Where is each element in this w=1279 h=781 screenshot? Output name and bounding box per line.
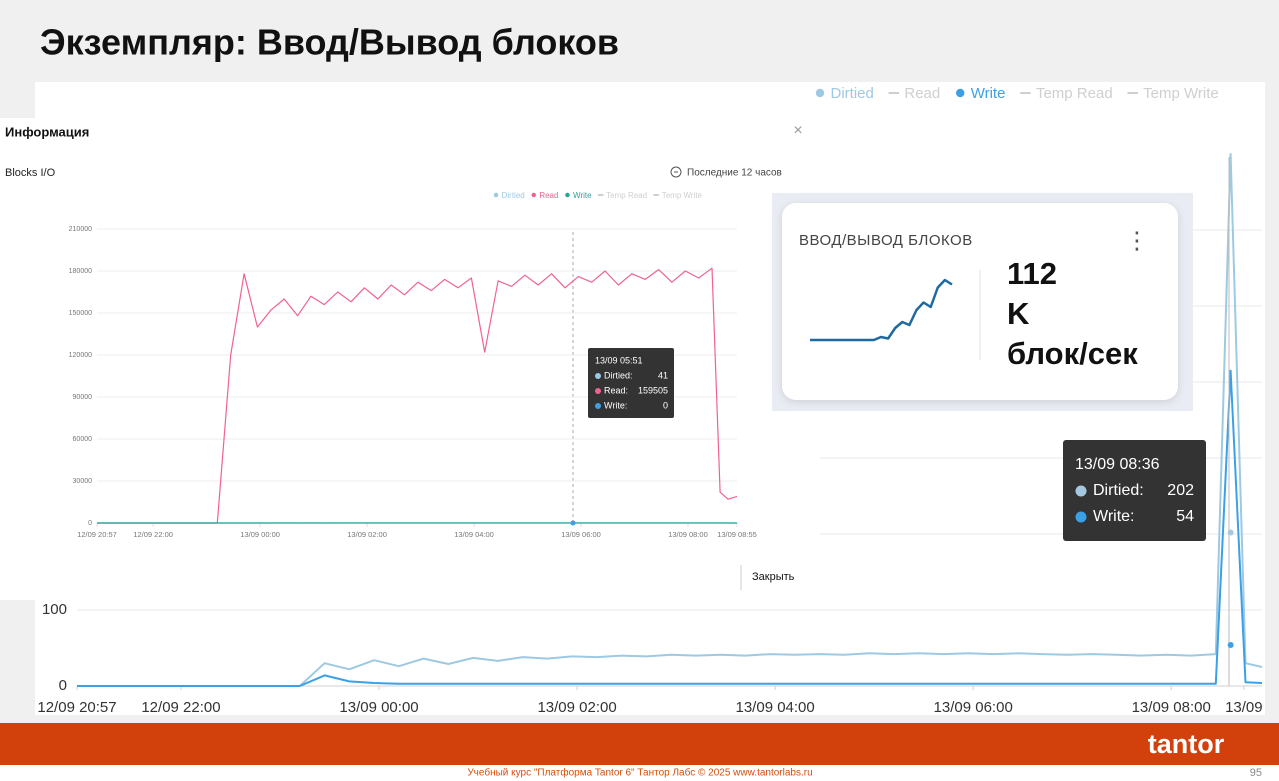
legend-label[interactable]: Temp Write: [1143, 85, 1219, 102]
tooltip-label: Read:: [604, 385, 628, 395]
dialog-title: Информация: [5, 124, 89, 139]
widget-title: ВВОД/ВЫВОД БЛОКОВ: [799, 232, 973, 249]
tooltip-value: 54: [1176, 508, 1194, 525]
tooltip-point: [1227, 641, 1234, 648]
tooltip-box: [1063, 440, 1206, 541]
y-tick-label: 0: [59, 677, 67, 694]
legend-label[interactable]: Temp Read: [1036, 85, 1113, 102]
x-tick-label: 13/09 02:00: [347, 530, 387, 539]
tooltip-value: 202: [1167, 482, 1194, 499]
x-tick-label: 12/09 20:57: [37, 699, 116, 716]
legend-label[interactable]: Write: [573, 191, 592, 200]
widget-unit: блок/сек: [1007, 336, 1138, 371]
x-tick-label: 13/09: [1225, 699, 1263, 716]
page-number: 95: [1250, 767, 1262, 779]
chart-title: Blocks I/O: [5, 167, 56, 179]
y-tick-label: 90000: [73, 394, 93, 401]
clock-icon: [670, 166, 682, 178]
tooltip-dot: [595, 403, 601, 409]
tooltip-label: Write:: [1093, 508, 1134, 525]
close-dialog-button[interactable]: Закрыть: [752, 571, 795, 583]
x-tick-label: 13/09 02:00: [537, 699, 616, 716]
footer-text: Учебный курс "Платформа Tantor 6" Тантор…: [467, 767, 812, 779]
legend-label[interactable]: Write: [971, 85, 1006, 102]
x-tick-label: 13/09 06:00: [561, 530, 601, 539]
x-tick-label: 12/09 20:57: [77, 530, 117, 539]
legend-label[interactable]: Temp Write: [662, 191, 703, 200]
slide-title: Экземпляр: Ввод/Вывод блоков: [40, 22, 619, 63]
x-tick-label: 13/09 08:00: [1132, 699, 1211, 716]
y-tick-label: 30000: [73, 478, 93, 485]
widget-value: 112: [1007, 256, 1057, 291]
y-tick-label: 100: [42, 601, 67, 618]
series-line: [77, 369, 1263, 687]
tooltip-label: Dirtied:: [604, 370, 633, 380]
x-tick-label: 12/09 22:00: [133, 530, 173, 539]
footer-strip: [0, 765, 1279, 781]
tooltip-dot: [595, 388, 601, 394]
legend-marker: [493, 192, 499, 198]
tooltip-time: 13/09 08:36: [1075, 456, 1160, 473]
widget: ВВОД/ВЫВОД БЛОКОВ ⋮ 112 K блок/сек: [772, 193, 1193, 411]
x-tick-label: 13/09 00:00: [339, 699, 418, 716]
legend-marker: [815, 88, 825, 98]
y-tick-label: 120000: [69, 352, 92, 359]
period-selector[interactable]: Последние 12 часов: [687, 168, 782, 179]
cursor-point: [570, 520, 576, 526]
x-tick-label: 13/09 04:00: [454, 530, 494, 539]
tooltip-dot: [1075, 511, 1087, 523]
tooltip-dot: [595, 373, 601, 379]
y-tick-label: 0: [88, 520, 92, 527]
tooltip: 13/09 08:36 Dirtied: 202 Write: 54: [1063, 440, 1206, 541]
legend-marker: [956, 88, 965, 98]
legend-label[interactable]: Dirtied: [831, 85, 874, 102]
y-tick-label: 210000: [69, 226, 92, 233]
close-button[interactable]: ×: [793, 122, 802, 139]
tooltip-value: 0: [663, 400, 668, 410]
legend-marker: [565, 192, 570, 198]
tooltip-label: Dirtied:: [1093, 482, 1144, 499]
y-tick-label: 150000: [69, 310, 92, 317]
y-tick-label: 60000: [73, 436, 93, 443]
x-tick-label: 13/09 08:55: [717, 530, 757, 539]
x-tick-label: 12/09 22:00: [141, 699, 220, 716]
dialog-chart: 0 30000 60000 90000 120000 150000 180000 210000…: [69, 191, 757, 539]
widget-menu[interactable]: ⋮: [1125, 227, 1149, 254]
sparkline: [810, 278, 953, 342]
legend-label[interactable]: Temp Read: [606, 191, 647, 200]
legend-marker: [531, 192, 536, 198]
tooltip-time: 13/09 05:51: [595, 355, 643, 365]
legend-label[interactable]: Dirtied: [502, 191, 525, 200]
widget-unit-prefix: K: [1007, 296, 1030, 331]
x-tick-label: 13/09 04:00: [736, 699, 815, 716]
dialog: Информация × Blocks I/O Последние 12 час…: [0, 118, 820, 600]
tooltip-value: 159505: [638, 385, 668, 395]
tooltip-value: 41: [658, 370, 668, 380]
x-tick-label: 13/09 00:00: [240, 530, 280, 539]
tooltip-point: [1227, 529, 1234, 536]
logo: tantor: [1148, 729, 1225, 759]
x-tick-label: 13/09 06:00: [934, 699, 1013, 716]
footer-band: [0, 723, 1279, 765]
x-tick-label: 13/09 08:00: [668, 530, 708, 539]
tooltip-box: [588, 348, 674, 418]
legend-label[interactable]: Read: [539, 191, 558, 200]
tooltip-label: Write:: [604, 400, 627, 410]
y-tick-label: 180000: [69, 268, 92, 275]
tooltip-dot: [1075, 485, 1087, 497]
legend-label[interactable]: Read: [904, 85, 940, 102]
dialog-box: [0, 118, 820, 600]
